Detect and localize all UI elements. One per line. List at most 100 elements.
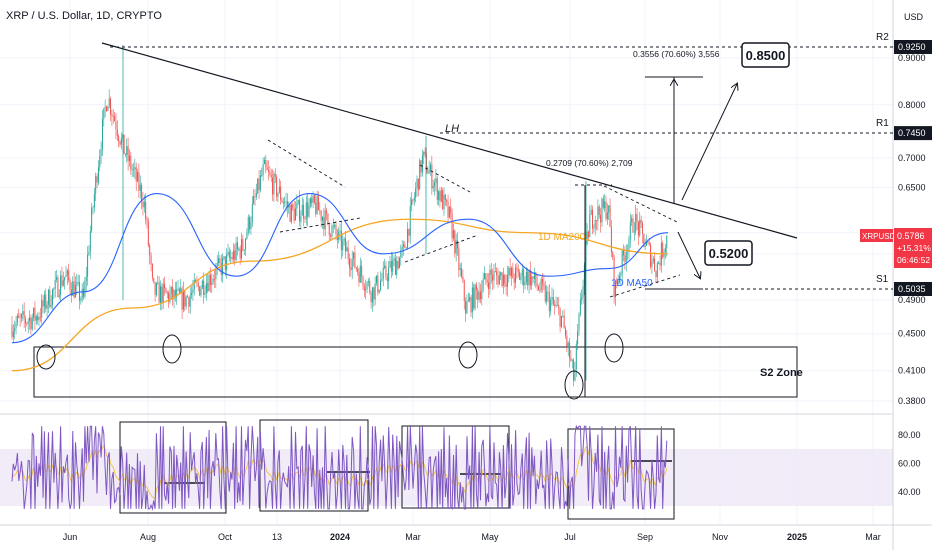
candle-body [14,328,16,332]
candle-body [362,276,364,286]
candle-body [520,276,522,280]
candle-body [299,200,301,222]
candle-body [118,135,120,142]
candle-body [243,249,245,251]
candle-body [463,280,465,301]
candle-body [65,275,67,277]
candle-body [191,293,193,296]
candle-body [330,235,332,237]
xrp-timer: 06:46:52 [897,255,930,265]
candle-body [373,287,375,300]
candle-body [556,305,558,307]
candle-body [502,274,504,286]
candle-body [270,174,272,178]
candle-body [444,194,446,200]
candle-body [450,206,452,214]
candle-body [531,276,533,286]
target-high-text: 0.8500 [746,48,786,63]
candle-body [440,190,442,202]
candle-body [477,290,479,300]
currency-label: USD [904,12,924,22]
candle-body [469,297,471,301]
candle-body [400,250,402,258]
candle-body [461,268,463,277]
candle-body [377,275,379,293]
candle-body [30,317,32,330]
candle-body [390,261,392,272]
candle-body [404,244,406,249]
candle-body [594,220,596,229]
candle-body [259,175,261,191]
candle-body [381,278,383,281]
candle-body [19,317,21,319]
candle-body [66,270,68,276]
candle-body [89,231,91,252]
candle-body [632,218,634,233]
candle-body [172,286,174,300]
candle-body [288,205,290,208]
time-tick-label: Mar [865,532,881,542]
rsi-axis[interactable]: 80.00 60.00 40.00 [898,430,921,497]
candle-body [219,258,221,264]
candle-body [81,288,83,299]
candle-body [203,280,205,295]
candle-body [436,178,438,200]
candle-body [12,331,14,338]
time-tick-label: Aug [140,532,156,542]
candle-body [119,141,121,145]
time-tick-label: Jul [564,532,576,542]
candle-body [481,289,483,300]
candle-body [590,209,592,215]
candle-body [99,155,101,168]
candle-body [365,289,367,291]
candle-body [511,267,512,276]
candle-body [197,283,199,287]
candle-body [574,368,576,381]
candle-body [567,342,569,347]
candle-body [116,129,118,136]
candle-body [87,254,89,277]
candle-body [31,317,33,330]
candle-body [544,285,546,302]
time-tick-label: Nov [712,532,729,542]
candle-body [539,289,541,291]
candle-body [100,149,102,156]
rsi-band [0,449,893,506]
candle-body [658,262,660,264]
candle-body [407,228,409,248]
candle-body [439,191,441,202]
candle-body [268,170,269,172]
candle-body [23,311,25,319]
xrp-symbol: XRPUSD [862,232,896,241]
candle-body [405,247,407,249]
candle-body [278,186,280,193]
candle-body [235,242,237,260]
candle-body [458,248,460,270]
time-axis[interactable]: Jun Aug Oct 13 2024 Mar May Jul Sep Nov 2025 Mar [63,532,881,542]
candle-body [22,311,24,315]
candle-body [193,280,195,290]
candle-body [547,291,549,293]
candle-body [521,269,523,277]
candle-body [134,167,136,169]
candle-body [619,275,620,283]
candle-body [15,322,17,329]
candle-body [600,214,602,223]
candle-body [212,278,214,282]
candle-body [305,202,307,219]
candle-body [641,223,643,234]
s1-label: S1 [876,274,889,285]
candle-body [349,258,350,268]
candle-body [347,247,349,259]
ma200-label: 1D MA200 [538,232,586,243]
candle-body [92,207,94,209]
candle-body [527,271,529,286]
candle-body [577,330,579,345]
candle-body [16,315,18,323]
candle-body [425,153,427,173]
price-tick-label: 0.9000 [898,53,926,63]
candle-body [555,305,557,307]
candle-body [602,198,604,208]
candle-body [326,210,328,214]
